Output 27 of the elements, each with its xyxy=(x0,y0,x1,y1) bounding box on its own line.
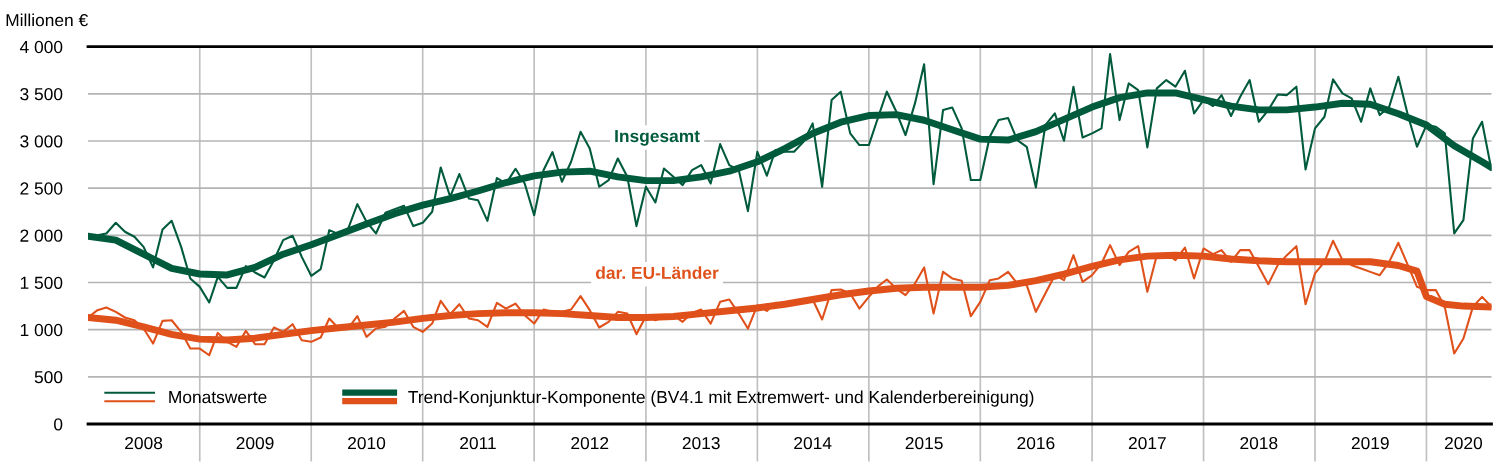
annotation: Insgesamt xyxy=(615,130,700,146)
x-tick-label: 2014 xyxy=(794,436,832,450)
y-tick-label: 1 500 xyxy=(20,276,63,289)
x-tick-label: 2016 xyxy=(1017,436,1055,450)
legend-label: Monatswerte xyxy=(169,391,267,404)
x-tick-label: 2020 xyxy=(1444,436,1483,450)
y-tick-label: 2 000 xyxy=(20,229,63,242)
legend-label: Trend-Konjunktur-Komponente (BV4.1 mit Extremwert- und Kalenderbereinigung) xyxy=(408,390,1034,407)
x-tick-label: 2017 xyxy=(1128,436,1166,450)
y-tick-label: 4 000 xyxy=(19,40,63,54)
x-tick-label: 2015 xyxy=(905,436,943,450)
y-tick-label: 0 xyxy=(54,418,63,431)
x-tick-label: 2018 xyxy=(1240,436,1278,450)
y-tick-label: 2 500 xyxy=(20,182,63,195)
x-tick-label: 2012 xyxy=(571,436,609,450)
y-tick-label: 500 xyxy=(34,371,63,384)
y-axis-title: Millionen € xyxy=(6,13,88,27)
x-tick-label: 2008 xyxy=(125,436,163,450)
x-tick-label: 2013 xyxy=(682,436,720,450)
x-tick-label: 2019 xyxy=(1351,436,1389,450)
x-tick-label: 2009 xyxy=(236,436,274,450)
y-tick-label: 1 000 xyxy=(20,323,63,337)
annotation: dar. EU-Länder xyxy=(596,266,719,280)
y-tick-label: 3 500 xyxy=(20,88,63,101)
x-tick-label: 2011 xyxy=(460,436,496,450)
x-tick-label: 2010 xyxy=(348,436,386,450)
y-tick-label: 3 000 xyxy=(20,135,63,148)
